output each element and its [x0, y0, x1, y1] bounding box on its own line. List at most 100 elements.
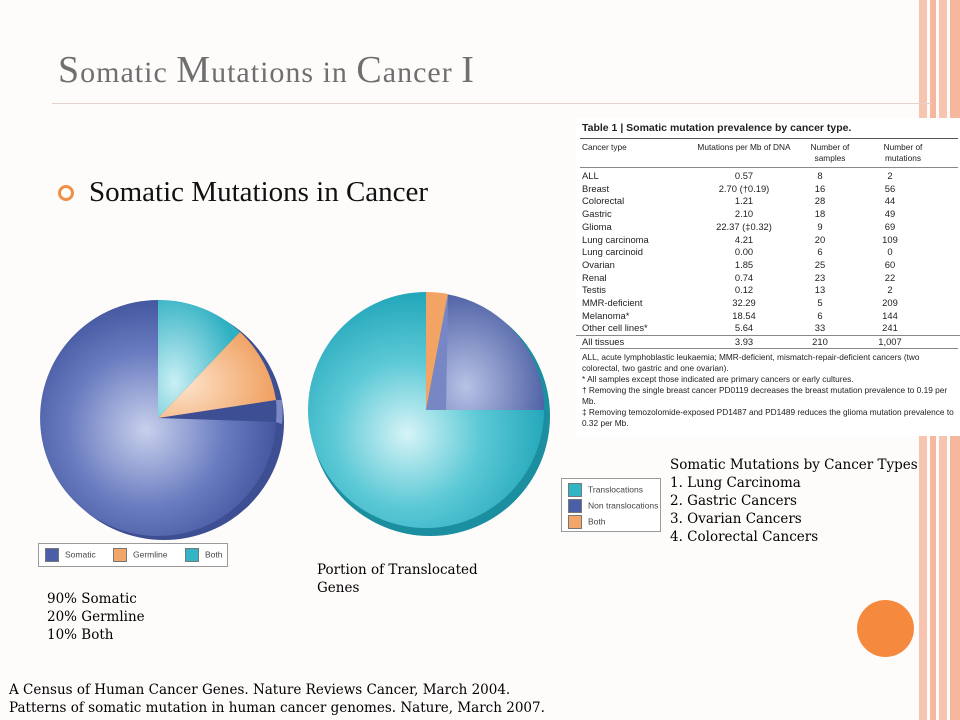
reference-line: A Census of Human Cancer Genes. Nature R…	[9, 682, 511, 698]
table-cell: Testis	[582, 284, 606, 296]
table-cell: Ovarian	[582, 258, 615, 270]
table-cell: 5	[817, 297, 823, 308]
table-note: * All samples except those indicated are…	[582, 374, 854, 384]
table-cell: 9	[817, 220, 823, 232]
table-cell: 20	[814, 233, 826, 245]
list-item: 4. Colorectal Cancers	[670, 529, 819, 545]
table-cell: 6	[817, 309, 823, 321]
table-cell: 209	[882, 297, 898, 308]
references: A Census of Human Cancer Genes. Nature R…	[9, 681, 545, 717]
table-cell: 18.54	[732, 309, 756, 321]
title-divider	[52, 103, 932, 104]
table-cell: 22.37 (‡0.32)	[716, 220, 772, 232]
bullet-item: Somatic Mutations in Cancer	[58, 176, 428, 209]
table-cell: 1.85	[734, 258, 754, 270]
decor-circle	[857, 600, 914, 657]
table-cell: Colorectal	[582, 195, 625, 207]
bullet-icon	[58, 184, 74, 201]
table-row: Lung carcinoma 4.21 20 109	[576, 234, 960, 246]
table-cell: 0.74	[734, 271, 754, 283]
reference-line: Patterns of somatic mutation in human ca…	[9, 700, 545, 716]
table-cell: 2.10	[734, 208, 754, 220]
translocation-caption: Portion of Translocated Genes	[317, 561, 478, 597]
title-text: utations in	[211, 56, 357, 89]
title-text: omatic	[80, 56, 177, 89]
table-cell: Breast	[582, 182, 610, 194]
table-cell: 2	[887, 170, 893, 181]
table-row: Renal 0.74 23 22	[576, 272, 960, 284]
table-cell: 4.21	[734, 233, 754, 245]
legend-swatch	[568, 499, 582, 513]
caption-line: Portion of Translocated	[317, 562, 478, 578]
table-cell: Glioma	[582, 220, 612, 232]
table-cell: 13	[814, 284, 826, 296]
table-rule	[580, 167, 958, 168]
table-row: Other cell lines* 5.64 33 241	[576, 322, 960, 334]
table-row: Lung carcinoid 0.00 6 0	[576, 246, 960, 258]
translocation-pie	[308, 291, 550, 536]
table-row: Ovarian 1.85 25 60	[576, 259, 960, 271]
caption-line: Genes	[317, 580, 360, 596]
legend-label: Germline	[133, 549, 168, 560]
table-cell: 33	[814, 322, 826, 334]
table-cell: 0.57	[734, 170, 754, 181]
pie-slice-somatic	[40, 300, 277, 536]
table-cell: 25	[814, 258, 826, 270]
table-cell: Other cell lines*	[582, 322, 648, 334]
table-cell: 2	[887, 284, 893, 296]
table-cell: 16	[814, 182, 826, 194]
list-item: 2. Gastric Cancers	[670, 493, 797, 509]
table-header: Cancer type	[582, 142, 627, 152]
table-cell: 44	[884, 195, 896, 207]
table-cell: 1.21	[734, 195, 754, 207]
title-text: I	[461, 49, 475, 91]
table-note: ALL, acute lymphoblastic leukaemia; MMR-…	[582, 352, 920, 373]
pie-slice-both	[426, 291, 448, 410]
table-cell: 18	[814, 208, 826, 220]
bullet-text: Somatic Mutations in Cancer	[89, 176, 429, 208]
table-row: Colorectal 1.21 28 44	[576, 195, 960, 207]
table-cell: 109	[882, 233, 898, 245]
table-cell: 32.29	[732, 297, 756, 308]
table-row: All tissues 3.93 210 1,007	[576, 335, 960, 348]
legend-swatch	[568, 483, 582, 497]
table-cell: 56	[884, 182, 896, 194]
title-text: S	[58, 49, 81, 91]
table-row: ALL 0.57 8 2	[576, 170, 960, 182]
table-cell: 23	[814, 271, 826, 283]
table-row: Testis 0.12 13 2	[576, 284, 960, 296]
table-cell: 3.93	[734, 336, 754, 348]
table-row: Gastric 2.10 18 49	[576, 208, 960, 220]
caption-line: 20% Germline	[47, 609, 145, 625]
legend-label: Translocations	[588, 484, 643, 495]
left-pie-legend: Somatic Germline Both	[38, 543, 228, 567]
slide-title: Somatic Mutations in Cancer I	[58, 48, 475, 92]
table-cell: 1,007	[878, 336, 902, 348]
list-title: Somatic Mutations by Cancer Types	[670, 457, 918, 473]
table-cell: 2.70 (†0.19)	[718, 182, 770, 194]
table-cell: 8	[817, 170, 823, 181]
legend-label: Both	[588, 516, 606, 527]
table-header: Number of samples	[810, 142, 850, 163]
legend-swatch	[185, 548, 199, 562]
list-item: 3. Ovarian Cancers	[670, 511, 802, 527]
table-cell: Melanoma*	[582, 309, 630, 321]
pie-slice-non-translocations	[446, 294, 544, 410]
table-cell: Renal	[582, 271, 607, 283]
table-note: † Removing the single breast cancer PD01…	[582, 385, 948, 406]
table-cell: 60	[884, 258, 896, 270]
table-row: Breast 2.70 (†0.19) 16 56	[576, 183, 960, 195]
table-cell: 0.12	[734, 284, 754, 296]
table-note: ‡ Removing temozolomide-exposed PD1487 a…	[582, 407, 954, 428]
title-text: ancer	[382, 56, 462, 89]
table-row: Melanoma* 18.54 6 144	[576, 310, 960, 322]
legend-swatch	[568, 515, 582, 529]
table-row: MMR-deficient 32.29 5 209	[576, 297, 960, 309]
list-item: 1. Lung Carcinoma	[670, 475, 801, 491]
table-cell: 22	[884, 271, 896, 283]
title-text: M	[176, 49, 212, 91]
table-rule	[580, 138, 958, 139]
legend-label: Non translocations	[588, 500, 659, 511]
pie-slice-both	[158, 299, 240, 418]
